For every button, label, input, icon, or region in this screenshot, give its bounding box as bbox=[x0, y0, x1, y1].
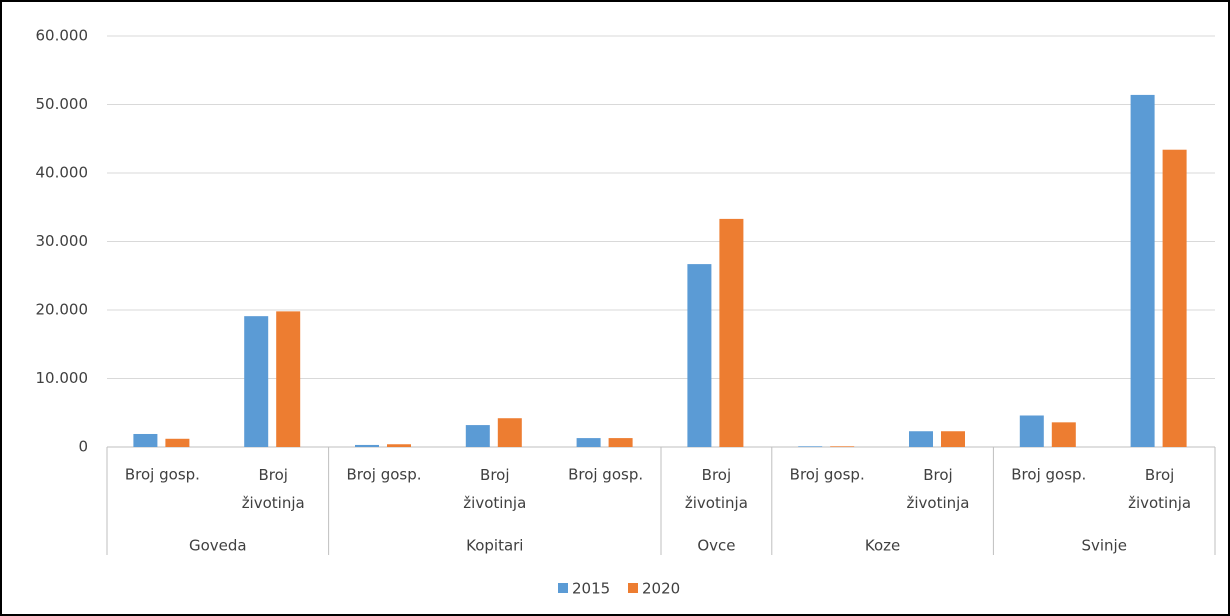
bar bbox=[276, 311, 301, 447]
legend-swatch bbox=[628, 583, 638, 593]
y-tick-label: 0 bbox=[78, 438, 88, 456]
bar bbox=[1019, 415, 1044, 447]
y-tick-label: 20.000 bbox=[36, 301, 89, 319]
x-tick-label: Broj gosp. bbox=[790, 466, 865, 484]
y-tick-label: 60.000 bbox=[36, 27, 89, 45]
bar bbox=[1130, 94, 1155, 447]
legend-label: 2015 bbox=[572, 580, 610, 598]
x-tick-label: Broj gosp. bbox=[568, 466, 643, 484]
bar bbox=[465, 425, 490, 447]
x-tick-label: Broj životinja bbox=[463, 466, 526, 512]
bar bbox=[830, 446, 855, 447]
x-tick-label: Broj životinja bbox=[242, 466, 305, 512]
bar bbox=[1162, 149, 1187, 447]
bar bbox=[355, 444, 379, 447]
x-tick-label: Broj gosp. bbox=[346, 466, 421, 484]
bar bbox=[1051, 422, 1076, 447]
legend-swatch bbox=[558, 583, 568, 593]
bar bbox=[387, 444, 411, 447]
group-label: Koze bbox=[865, 537, 900, 555]
x-tick-label: Broj životinja bbox=[1128, 466, 1191, 512]
group-label: Goveda bbox=[189, 537, 247, 555]
bar bbox=[497, 418, 522, 447]
x-tick-label: Broj gosp. bbox=[1011, 466, 1086, 484]
bar bbox=[165, 438, 190, 447]
y-tick-label: 30.000 bbox=[36, 232, 89, 250]
group-label: Svinje bbox=[1081, 537, 1126, 555]
legend-label: 2020 bbox=[642, 580, 680, 598]
bar bbox=[909, 431, 933, 447]
bar bbox=[244, 316, 269, 447]
x-tick-label: Broj životinja bbox=[685, 466, 748, 512]
bar bbox=[608, 438, 633, 447]
bar bbox=[798, 446, 823, 447]
y-tick-label: 50.000 bbox=[36, 95, 89, 113]
group-label: Ovce bbox=[697, 537, 735, 555]
y-tick-label: 10.000 bbox=[36, 369, 89, 387]
group-label: Kopitari bbox=[466, 537, 523, 555]
bar bbox=[941, 431, 965, 447]
bar bbox=[133, 433, 158, 447]
x-tick-label: Broj gosp. bbox=[125, 466, 200, 484]
x-tick-label: Broj životinja bbox=[906, 466, 969, 512]
bar bbox=[687, 264, 712, 447]
y-tick-label: 40.000 bbox=[36, 164, 89, 182]
bar bbox=[719, 218, 744, 447]
bar bbox=[576, 438, 601, 447]
